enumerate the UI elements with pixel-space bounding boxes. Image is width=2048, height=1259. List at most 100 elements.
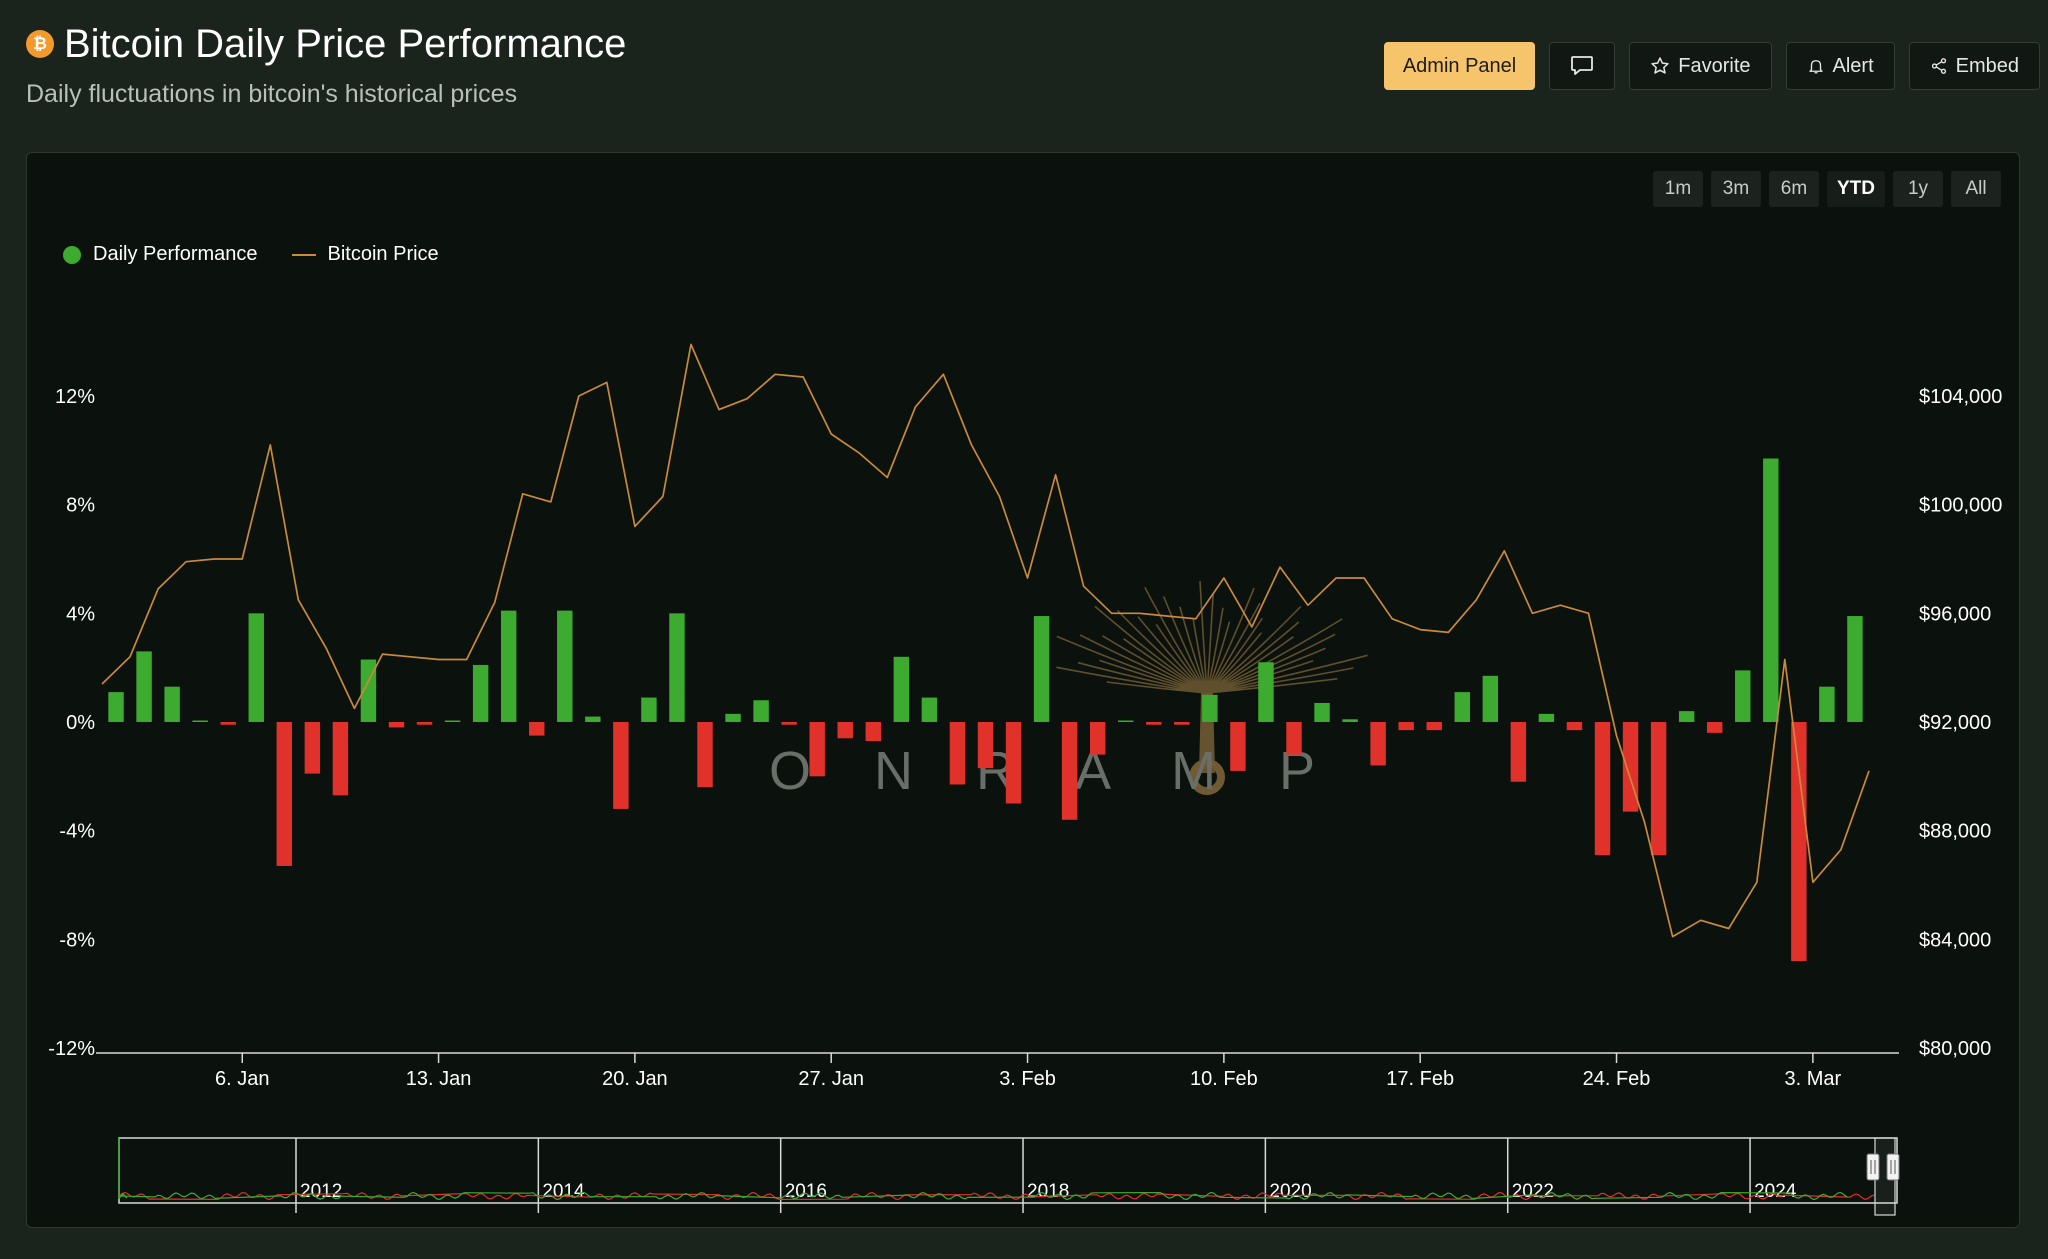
performance-bar	[1510, 722, 1527, 782]
performance-bar	[1061, 722, 1078, 820]
performance-bar	[1370, 722, 1386, 766]
performance-bar	[444, 720, 461, 722]
navigator-handle[interactable]	[1866, 1153, 1880, 1181]
navigator-year-label: 2020	[1269, 1181, 1311, 1202]
performance-bar	[1258, 662, 1274, 722]
x-tick-label: 13. Jan	[406, 1068, 472, 1090]
y-right-tick-label: $88,000	[1919, 821, 1991, 843]
performance-bar	[108, 692, 124, 722]
star-icon	[1651, 57, 1669, 74]
performance-bar	[1174, 722, 1190, 725]
performance-bar	[1763, 458, 1779, 722]
legend-item-daily-performance[interactable]: Daily Performance	[63, 243, 258, 266]
legend-label-bitcoin-price: Bitcoin Price	[327, 243, 439, 265]
x-axis: 6. Jan 13. Jan 20. Jan 27. Jan 3. Feb 10. Feb…	[96, 1052, 1899, 1090]
performance-bar	[164, 686, 180, 722]
performance-bar	[192, 720, 208, 722]
chart-panel: O N R A M P 12% 8% 4% 0% -4% -8% -12% $104,000 $1…	[26, 152, 2020, 1228]
performance-bar	[1847, 616, 1863, 722]
performance-bar	[1033, 616, 1050, 722]
admin-panel-label: Admin Panel	[1402, 54, 1517, 77]
chart-svg: O N R A M P12%8%4%0%-4%-8%-12%$104,000$1…	[48, 343, 2002, 1216]
performance-bar	[1398, 722, 1414, 731]
performance-bar	[921, 697, 938, 722]
legend-item-bitcoin-price[interactable]: Bitcoin Price	[291, 243, 439, 266]
comment-icon	[1571, 56, 1594, 75]
navigator-selection[interactable]	[1866, 1137, 1900, 1216]
y-axis-right: $104,000 $100,000 $96,000 $92,000 $88,000 $84…	[1919, 386, 2002, 1060]
y-right-tick-label: $100,000	[1919, 495, 2002, 517]
performance-bar	[1286, 722, 1302, 755]
comment-button[interactable]	[1549, 42, 1616, 90]
chart-legend: Daily Performance Bitcoin Price	[63, 243, 439, 266]
performance-bar	[641, 697, 657, 722]
watermark-tree-branches	[1056, 581, 1368, 694]
x-tick-label: 20. Jan	[602, 1068, 668, 1090]
performance-bar	[949, 722, 966, 785]
navigator: 2012 2014 2016 2018 2020 2022 2024	[118, 1137, 1898, 1213]
admin-panel-button[interactable]: Admin Panel	[1383, 42, 1536, 90]
navigator-year-label: 2022	[1512, 1181, 1554, 1202]
y-right-tick-label: $80,000	[1919, 1038, 1991, 1060]
navigator-early-spike	[118, 1138, 128, 1200]
y-left-tick-label: 8%	[66, 495, 95, 517]
embed-label: Embed	[1955, 54, 2019, 77]
performance-bar	[725, 713, 741, 722]
performance-bar	[1426, 722, 1442, 731]
performance-bar	[1538, 713, 1555, 722]
navigator-year-label: 2024	[1754, 1181, 1797, 1202]
performance-bar	[500, 610, 517, 722]
performance-bar	[1342, 719, 1358, 722]
navigator-year-label: 2018	[1027, 1181, 1069, 1202]
favorite-button[interactable]: Favorite	[1629, 42, 1772, 90]
x-tick-label: 3. Feb	[999, 1068, 1056, 1090]
performance-bar	[557, 610, 573, 722]
embed-button[interactable]: Embed	[1908, 42, 2040, 90]
range-button-1m[interactable]: 1m	[1653, 171, 1703, 207]
watermark-tree-ring	[1189, 759, 1225, 795]
performance-bar	[416, 722, 433, 725]
alert-label: Alert	[1832, 54, 1874, 77]
range-button-6m[interactable]: 6m	[1769, 171, 1819, 207]
range-button-1y[interactable]: 1y	[1893, 171, 1943, 207]
y-left-tick-label: -12%	[48, 1038, 95, 1060]
performance-bar	[865, 722, 882, 742]
performance-bar	[1594, 722, 1611, 856]
y-axis-left: 12% 8% 4% 0% -4% -8% -12%	[48, 386, 95, 1060]
performance-bar	[697, 722, 713, 788]
performance-bar	[1735, 670, 1751, 722]
navigator-year-label: 2016	[785, 1181, 827, 1202]
range-button-3m[interactable]: 3m	[1711, 171, 1761, 207]
performance-bar	[248, 613, 264, 722]
performance-bar	[1454, 692, 1470, 722]
y-left-tick-label: -8%	[59, 929, 95, 951]
range-button-all[interactable]: All	[1951, 171, 2001, 207]
performance-bar	[613, 722, 629, 809]
legend-label-daily-performance: Daily Performance	[93, 243, 258, 265]
range-button-ytd[interactable]: YTD	[1827, 171, 1885, 207]
navigator-handle[interactable]	[1886, 1153, 1900, 1181]
performance-bar	[1706, 722, 1723, 733]
performance-bar	[1819, 686, 1835, 722]
price-line	[101, 343, 1870, 938]
navigator-frame	[118, 1137, 1898, 1204]
performance-bar	[304, 722, 321, 774]
performance-bar	[1650, 722, 1667, 856]
performance-bar	[1005, 722, 1022, 804]
performance-bar	[1314, 702, 1330, 722]
performance-bar	[1146, 722, 1162, 725]
x-tick-label: 27. Jan	[798, 1068, 864, 1090]
x-tick-label: 6. Jan	[215, 1068, 269, 1090]
performance-bar	[1678, 711, 1695, 722]
performance-bar	[529, 722, 545, 736]
y-right-tick-label: $92,000	[1919, 712, 1991, 734]
y-left-tick-label: 0%	[66, 712, 95, 734]
performance-bar	[1089, 722, 1106, 755]
watermark: O N R A M P	[769, 581, 1368, 801]
performance-bar	[136, 651, 152, 722]
favorite-label: Favorite	[1678, 54, 1751, 77]
performance-bar	[1566, 722, 1583, 731]
y-right-tick-label: $96,000	[1919, 603, 1991, 625]
legend-dot-icon	[63, 245, 81, 264]
alert-button[interactable]: Alert	[1785, 42, 1895, 90]
